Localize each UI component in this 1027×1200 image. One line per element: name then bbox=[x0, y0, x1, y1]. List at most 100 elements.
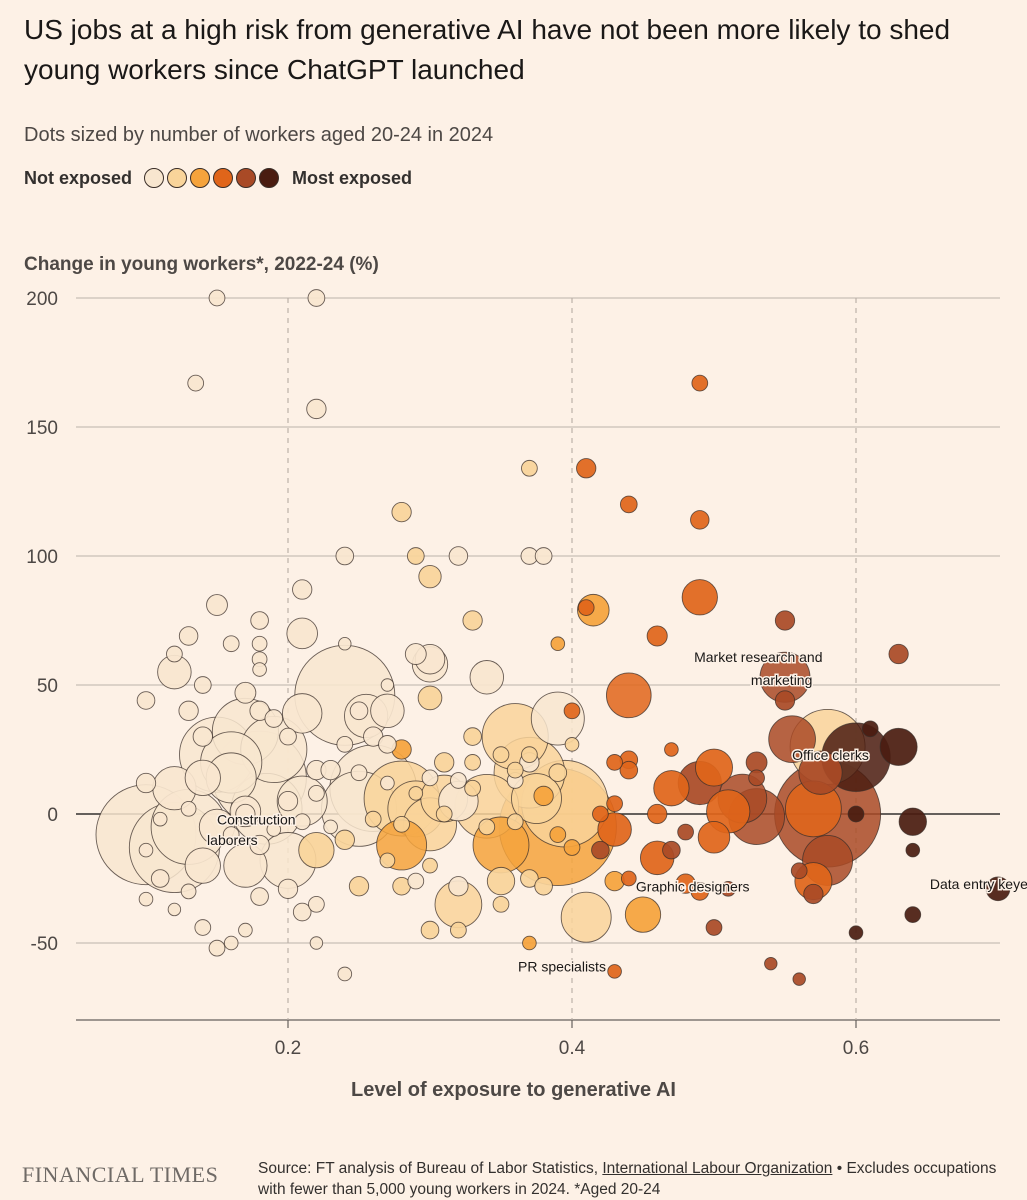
data-point bbox=[606, 795, 623, 813]
data-point bbox=[534, 547, 553, 565]
data-point bbox=[705, 919, 723, 936]
data-point bbox=[861, 720, 879, 738]
annotation-label: Data entry keyers bbox=[930, 876, 1027, 892]
data-point bbox=[135, 772, 157, 794]
data-point bbox=[309, 936, 324, 950]
data-point bbox=[167, 902, 182, 917]
data-point bbox=[690, 882, 710, 901]
data-point bbox=[798, 750, 843, 795]
data-point bbox=[223, 843, 268, 888]
data-point bbox=[605, 672, 652, 719]
legend-swatch-1 bbox=[144, 168, 165, 188]
data-point bbox=[407, 872, 425, 890]
data-point bbox=[286, 617, 318, 650]
data-point bbox=[469, 660, 505, 695]
data-point bbox=[250, 887, 269, 906]
ft-logo: FINANCIAL TIMES bbox=[22, 1162, 219, 1187]
annotation-label: marketing bbox=[751, 672, 812, 688]
legend-swatch-4 bbox=[213, 168, 234, 188]
annotation-label: PR specialists bbox=[518, 958, 606, 974]
data-point bbox=[681, 579, 718, 616]
annotation-label: Graphic designers bbox=[636, 878, 750, 894]
data-point bbox=[238, 922, 253, 938]
data-point bbox=[435, 805, 453, 823]
data-point bbox=[307, 289, 326, 307]
data-point bbox=[534, 876, 553, 896]
y-tick-label: 150 bbox=[26, 418, 58, 439]
data-point bbox=[774, 690, 796, 711]
data-point bbox=[180, 883, 197, 900]
data-point bbox=[334, 829, 355, 850]
data-point bbox=[166, 645, 183, 663]
data-point bbox=[985, 876, 1011, 902]
data-point bbox=[520, 869, 539, 888]
data-point bbox=[695, 748, 733, 787]
data-point bbox=[250, 611, 269, 630]
data-points bbox=[95, 289, 1011, 986]
data-point bbox=[774, 610, 796, 631]
data-point bbox=[292, 579, 313, 600]
legend: Not exposed Most exposed bbox=[24, 164, 412, 192]
data-point bbox=[138, 891, 154, 907]
data-point bbox=[803, 883, 824, 905]
data-point bbox=[335, 546, 355, 566]
data-point bbox=[790, 862, 808, 880]
source-suffix: • Excludes occupations with fewer than 5… bbox=[258, 1160, 997, 1198]
data-point bbox=[277, 790, 299, 812]
data-point bbox=[530, 691, 585, 746]
data-point bbox=[178, 700, 199, 721]
data-point bbox=[408, 786, 424, 801]
data-point bbox=[292, 902, 312, 922]
data-point bbox=[653, 770, 690, 807]
data-point bbox=[550, 636, 566, 652]
data-point bbox=[563, 702, 581, 720]
data-point bbox=[193, 676, 212, 694]
data-point bbox=[320, 760, 341, 781]
data-point bbox=[208, 289, 226, 307]
data-point bbox=[898, 807, 927, 836]
data-point bbox=[222, 635, 240, 653]
data-point bbox=[448, 876, 469, 897]
data-point bbox=[748, 769, 765, 787]
data-point bbox=[421, 769, 439, 787]
data-point bbox=[187, 374, 205, 392]
legend-high-label: Most exposed bbox=[292, 167, 413, 188]
data-point bbox=[450, 772, 467, 789]
data-point bbox=[768, 715, 816, 764]
data-point bbox=[521, 459, 538, 477]
data-point bbox=[720, 880, 737, 897]
data-point bbox=[223, 935, 239, 951]
data-point bbox=[279, 727, 297, 746]
legend-swatch-5 bbox=[236, 168, 257, 188]
data-point bbox=[420, 920, 440, 940]
y-tick-label: 100 bbox=[26, 547, 58, 568]
x-axis-label: Level of exposure to generative AI bbox=[351, 1079, 676, 1101]
data-point bbox=[180, 800, 197, 817]
data-point bbox=[422, 857, 438, 874]
legend-swatch-3 bbox=[190, 168, 211, 188]
data-point bbox=[393, 815, 410, 833]
data-point bbox=[691, 374, 709, 392]
data-point bbox=[184, 759, 221, 797]
data-point bbox=[136, 691, 156, 710]
data-point bbox=[277, 878, 299, 899]
data-point bbox=[338, 637, 352, 651]
data-point bbox=[264, 709, 284, 728]
data-point bbox=[380, 775, 395, 791]
data-point bbox=[597, 812, 632, 847]
data-point bbox=[152, 811, 168, 827]
data-point bbox=[592, 805, 609, 823]
data-point bbox=[619, 495, 638, 514]
data-point bbox=[349, 701, 369, 721]
data-point bbox=[391, 502, 412, 523]
data-point bbox=[646, 625, 668, 647]
annotation-label: Office clerks bbox=[792, 747, 869, 763]
data-point bbox=[350, 764, 368, 782]
data-point bbox=[251, 635, 268, 652]
source-link[interactable]: International Labour Organization bbox=[602, 1160, 833, 1177]
data-point bbox=[905, 842, 921, 858]
x-tick-label: 0.6 bbox=[843, 1038, 869, 1059]
data-point bbox=[591, 840, 610, 860]
data-point bbox=[222, 826, 240, 843]
data-point bbox=[624, 896, 662, 933]
